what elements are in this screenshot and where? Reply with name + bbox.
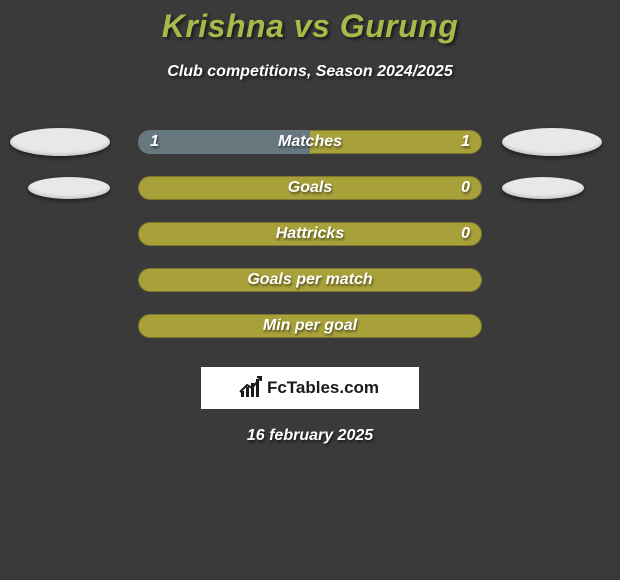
stat-label: Goals [138,176,482,200]
stat-bar: Hattricks 0 [138,222,482,246]
page-title: Krishna vs Gurung [0,8,620,45]
stat-row-gpm: Goals per match [0,257,620,303]
stat-bar: Goals 0 [138,176,482,200]
stat-row-mpg: Min per goal [0,303,620,349]
fctables-logo[interactable]: FcTables.com [201,367,419,409]
chart-icon [241,379,259,397]
stats-list: 1 Matches 1 Goals 0 Hattricks 0 [0,119,620,349]
stat-value-right: 0 [461,222,470,246]
stat-value-right: 1 [461,130,470,154]
player-right-badge [502,128,602,156]
stat-value-right: 0 [461,176,470,200]
subtitle: Club competitions, Season 2024/2025 [0,63,620,81]
stat-bar: 1 Matches 1 [138,130,482,154]
date-label: 16 february 2025 [0,427,620,445]
player-left-badge [10,128,110,156]
stat-bar: Goals per match [138,268,482,292]
stat-row-matches: 1 Matches 1 [0,119,620,165]
player-left-badge [28,177,110,199]
stat-bar: Min per goal [138,314,482,338]
comparison-widget: Krishna vs Gurung Club competitions, Sea… [0,0,620,445]
stat-label: Matches [138,130,482,154]
stat-row-hattricks: Hattricks 0 [0,211,620,257]
stat-label: Min per goal [138,314,482,338]
player-right-badge [502,177,584,199]
stat-label: Hattricks [138,222,482,246]
stat-label: Goals per match [138,268,482,292]
stat-row-goals: Goals 0 [0,165,620,211]
logo-text: FcTables.com [267,378,379,398]
